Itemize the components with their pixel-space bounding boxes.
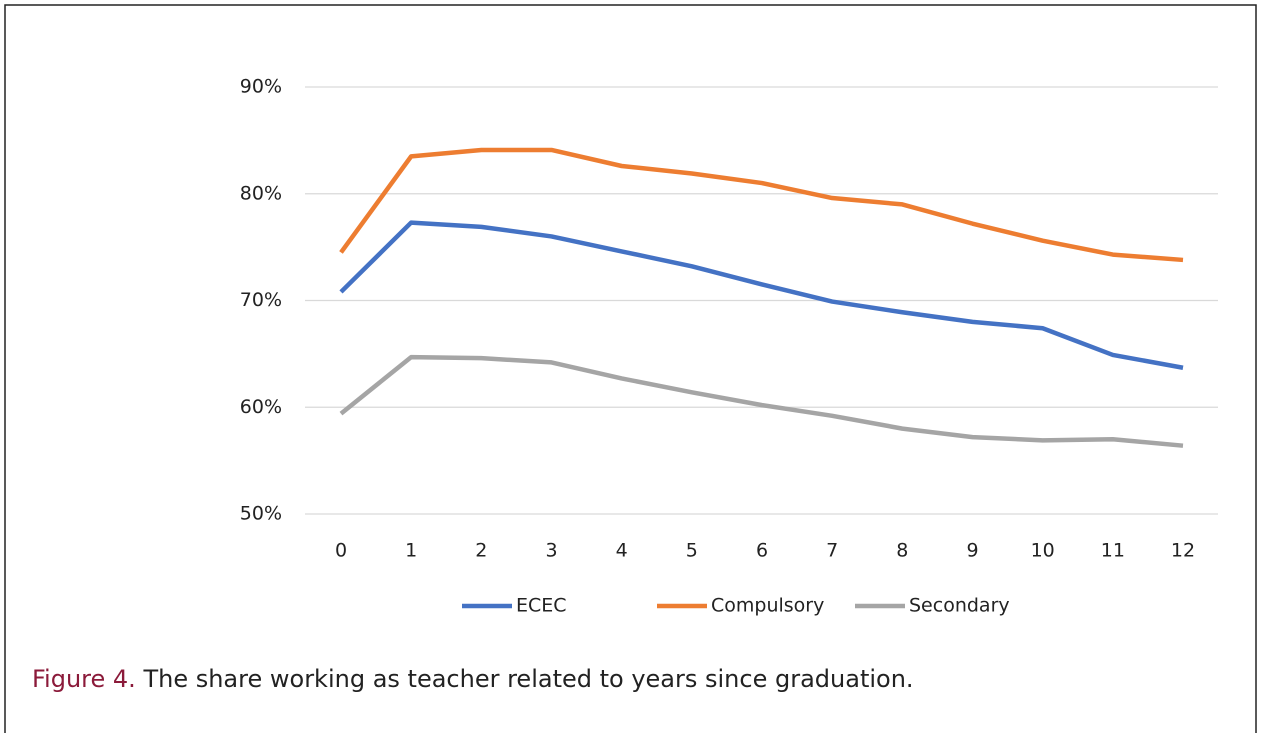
x-tick-label: 5 xyxy=(686,540,698,562)
x-tick-label: 3 xyxy=(545,540,557,562)
caption: Figure 4. The share working as teacher r… xyxy=(32,665,914,693)
x-tick-label: 8 xyxy=(896,540,908,562)
y-tick-label: 60% xyxy=(240,396,282,418)
y-tick-label: 70% xyxy=(240,289,282,311)
series-line xyxy=(339,147,1184,263)
frame xyxy=(4,4,1257,733)
legend-label: Secondary xyxy=(909,595,1010,617)
y-tick-label: 90% xyxy=(240,76,282,98)
x-tick-label: 11 xyxy=(1101,540,1125,562)
x-tick-label: 0 xyxy=(335,540,347,562)
x-tick-label: 9 xyxy=(966,540,978,562)
caption-label: Figure 4. xyxy=(32,665,136,693)
x-tick-label: 1 xyxy=(405,540,417,562)
legend-label: ECEC xyxy=(516,595,567,617)
x-tick-label: 2 xyxy=(475,540,487,562)
x-tick-label: 12 xyxy=(1171,540,1195,562)
y-tick-label: 80% xyxy=(240,182,282,204)
series-line xyxy=(339,220,1184,370)
x-tick-label: 10 xyxy=(1031,540,1055,562)
legend-label: Compulsory xyxy=(711,595,824,617)
caption-text: The share working as teacher related to … xyxy=(142,665,913,693)
y-tick-label: 50% xyxy=(240,503,282,525)
x-tick-label: 6 xyxy=(756,540,768,562)
x-tick-label: 4 xyxy=(616,540,628,562)
x-tick-label: 7 xyxy=(826,540,838,562)
series-line xyxy=(339,354,1184,448)
